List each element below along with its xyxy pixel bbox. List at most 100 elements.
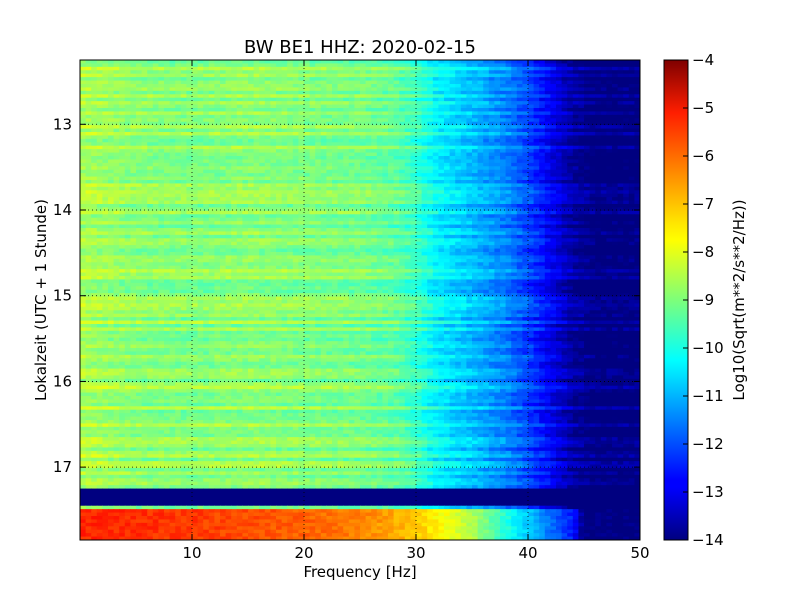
heatmap-cell (533, 87, 540, 92)
heatmap-cell (606, 149, 613, 154)
heatmap-cell (516, 77, 523, 82)
heatmap-cell (141, 108, 148, 113)
heatmap-cell (136, 94, 143, 99)
heatmap-cell (147, 87, 154, 92)
heatmap-cell (208, 221, 215, 226)
heatmap-cell (287, 125, 294, 130)
heatmap-cell (399, 200, 406, 205)
heatmap-cell (421, 132, 428, 137)
heatmap-cell (197, 159, 204, 164)
heatmap-cell (326, 94, 333, 99)
heatmap-cell (382, 111, 389, 116)
heatmap-cell (421, 73, 428, 78)
heatmap-cell (438, 70, 445, 75)
heatmap-cell (477, 152, 484, 157)
heatmap-cell (466, 156, 473, 161)
heatmap-cell (180, 90, 187, 95)
heatmap-cell (298, 166, 305, 171)
heatmap-cell (231, 94, 238, 99)
heatmap-cell (371, 118, 378, 123)
heatmap-cell (595, 101, 602, 106)
heatmap-cell (460, 90, 467, 95)
heatmap-cell (483, 180, 490, 185)
heatmap-cell (270, 183, 277, 188)
heatmap-cell (606, 60, 613, 65)
heatmap-cell (438, 142, 445, 147)
heatmap-cell (544, 138, 551, 143)
heatmap-cell (438, 108, 445, 113)
heatmap-cell (164, 156, 171, 161)
heatmap-cell (628, 200, 635, 205)
heatmap-cell (617, 190, 624, 195)
heatmap-cell (572, 183, 579, 188)
heatmap-cell (332, 186, 339, 191)
heatmap-cell (203, 84, 210, 89)
heatmap-cell (539, 66, 546, 71)
heatmap-cell (572, 121, 579, 126)
heatmap-cell (438, 97, 445, 102)
heatmap-cell (108, 149, 115, 154)
heatmap-cell (483, 217, 490, 222)
heatmap-cell (483, 70, 490, 75)
heatmap-cell (567, 80, 574, 85)
heatmap-cell (192, 228, 199, 233)
heatmap-cell (186, 60, 193, 65)
heatmap-cell (589, 176, 596, 181)
heatmap-cell (270, 114, 277, 119)
heatmap-cell (460, 125, 467, 130)
heatmap-cell (511, 180, 518, 185)
heatmap-cell (516, 108, 523, 113)
heatmap-cell (612, 97, 619, 102)
heatmap-cell (578, 197, 585, 202)
heatmap-cell (304, 111, 311, 116)
heatmap-cell (169, 162, 176, 167)
heatmap-cell (427, 97, 434, 102)
heatmap-cell (158, 80, 165, 85)
heatmap-cell (231, 217, 238, 222)
heatmap-cell (281, 162, 288, 167)
heatmap-cell (180, 145, 187, 150)
heatmap-cell (365, 190, 372, 195)
heatmap-cell (304, 104, 311, 109)
heatmap-cell (85, 132, 92, 137)
heatmap-cell (102, 217, 109, 222)
heatmap-cell (455, 84, 462, 89)
heatmap-cell (152, 200, 159, 205)
heatmap-cell (449, 228, 456, 233)
heatmap-cell (276, 207, 283, 212)
heatmap-cell (416, 176, 423, 181)
heatmap-cell (85, 162, 92, 167)
heatmap-cell (360, 200, 367, 205)
heatmap-cell (600, 60, 607, 65)
heatmap-cell (432, 228, 439, 233)
heatmap-cell (634, 125, 640, 130)
heatmap-cell (292, 111, 299, 116)
heatmap-cell (152, 221, 159, 226)
heatmap-cell (544, 80, 551, 85)
heatmap-cell (617, 159, 624, 164)
heatmap-cell (281, 114, 288, 119)
heatmap-cell (494, 214, 501, 219)
heatmap-cell (220, 228, 227, 233)
heatmap-cell (91, 228, 98, 233)
heatmap-cell (488, 217, 495, 222)
heatmap-cell (522, 90, 529, 95)
heatmap-cell (550, 108, 557, 113)
heatmap-cell (248, 207, 255, 212)
heatmap-cell (578, 80, 585, 85)
heatmap-cell (225, 125, 232, 130)
heatmap-cell (192, 94, 199, 99)
heatmap-cell (612, 108, 619, 113)
heatmap-cell (102, 111, 109, 116)
heatmap-cell (421, 125, 428, 130)
heatmap-cell (578, 118, 585, 123)
heatmap-cell (304, 173, 311, 178)
heatmap-cell (180, 118, 187, 123)
heatmap-cell (253, 183, 260, 188)
heatmap-cell (264, 149, 271, 154)
heatmap-cell (444, 66, 451, 71)
heatmap-cell (264, 142, 271, 147)
heatmap-cell (628, 77, 635, 82)
heatmap-cell (550, 138, 557, 143)
heatmap-cell (455, 152, 462, 157)
